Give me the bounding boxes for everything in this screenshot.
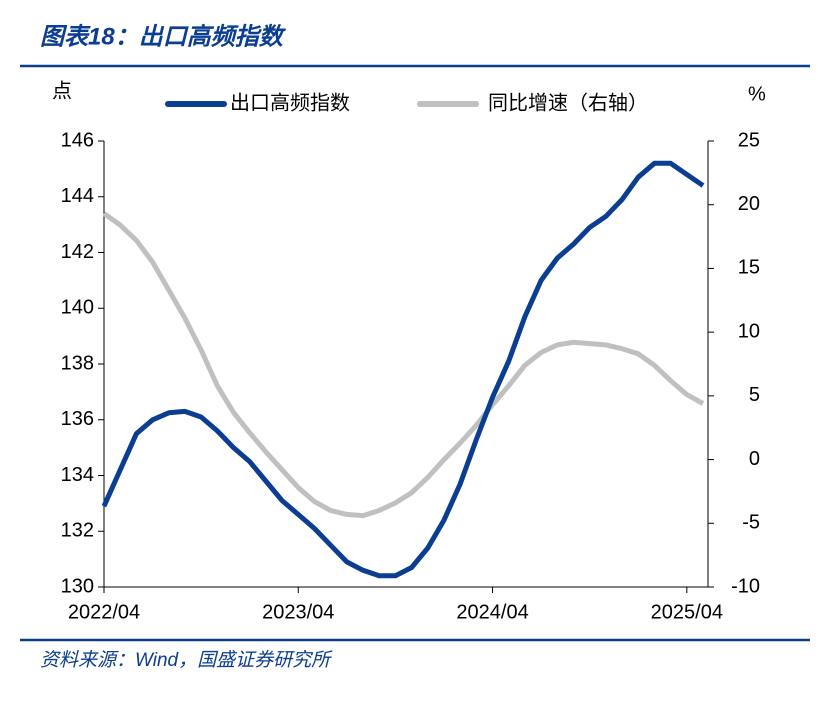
y2-tick-label: -5	[742, 512, 760, 534]
series-line	[102, 211, 705, 519]
x-tick-label: 2025/04	[651, 601, 723, 623]
series-line	[101, 160, 705, 579]
legend-label: 出口高频指数	[230, 91, 350, 114]
y2-tick-label: 5	[749, 384, 760, 406]
y-tick-label: 138	[61, 352, 94, 374]
y-tick-label: 144	[61, 185, 94, 207]
x-tick-label: 2022/04	[68, 601, 140, 623]
y2-tick-label: 0	[749, 448, 760, 470]
source: 资料来源：Wind，国盛证券研究所	[40, 649, 333, 671]
y2-tick-label: 25	[738, 129, 760, 151]
y2-tick-label: -10	[731, 575, 760, 597]
y-tick-label: 142	[61, 241, 94, 263]
y-tick-label: 146	[61, 129, 94, 151]
y-tick-label: 136	[61, 408, 94, 430]
y-tick-label: 130	[61, 575, 94, 597]
y-axis-label: 点	[52, 79, 72, 102]
y2-tick-label: 15	[738, 257, 760, 279]
y2-axis-label: %	[748, 83, 766, 105]
x-tick-label: 2023/04	[262, 601, 334, 623]
y2-tick-label: 10	[738, 320, 760, 342]
y2-tick-label: 20	[738, 193, 760, 215]
x-tick-label: 2024/04	[456, 601, 528, 623]
chart-title: 图表18：出口高频指数	[40, 23, 287, 50]
legend-label: 同比增速（右轴）	[488, 91, 648, 114]
y-tick-label: 134	[61, 464, 94, 486]
y-tick-label: 132	[61, 520, 94, 542]
y-tick-label: 140	[61, 297, 94, 319]
